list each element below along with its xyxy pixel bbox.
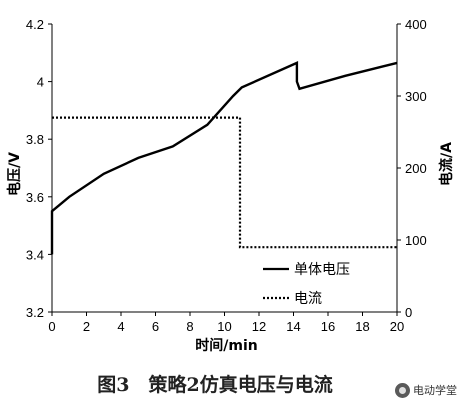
x-tick-label: 10 <box>217 319 231 334</box>
legend-label-voltage: 单体电压 <box>294 262 350 278</box>
y-axis-left-title: 电压/V <box>6 152 23 196</box>
x-tick-label: 12 <box>252 319 266 334</box>
x-tick-label: 20 <box>390 319 404 334</box>
x-tick-label: 6 <box>152 319 159 334</box>
y-left-tick-label: 3.2 <box>26 305 44 320</box>
x-tick-label: 16 <box>321 319 335 334</box>
wechat-logo-icon <box>395 382 410 398</box>
figure-caption: 图3 策略2仿真电压与电流 <box>97 374 333 396</box>
legend-label-current: 电流 <box>294 291 322 307</box>
y-right-tick-label: 100 <box>405 233 427 248</box>
x-axis-title: 时间/min <box>195 337 257 354</box>
chart: 0 2 4 6 8 10 12 14 16 18 20 3.2 3.4 3.6 3.8 4 4.2 0 100 200… <box>6 17 455 354</box>
series-line-voltage <box>50 61 398 255</box>
x-tick-label: 2 <box>83 319 90 334</box>
y-left-tick-label: 3.6 <box>26 190 44 205</box>
y-left-tick-label: 3.8 <box>26 132 44 147</box>
y-left-tick-label: 3.4 <box>26 247 44 262</box>
tick-labels: 0 2 4 6 8 10 12 14 16 18 20 3.2 3.4 3.6 3.8 4 4.2 0 100 200… <box>26 17 427 334</box>
legend: 单体电压 电流 <box>263 262 350 307</box>
y-right-tick-label: 300 <box>405 89 427 104</box>
y-left-tick-label: 4 <box>37 75 44 90</box>
axes <box>48 23 401 316</box>
y-axis-right-title: 电流/A <box>438 142 455 186</box>
y-right-tick-label: 400 <box>405 17 427 32</box>
x-tick-label: 14 <box>286 319 300 334</box>
series-layer <box>50 61 398 255</box>
x-tick-label: 8 <box>186 319 193 334</box>
y-left-tick-label: 4.2 <box>26 17 44 32</box>
watermark: 电动学堂 <box>395 382 457 398</box>
y-right-tick-label: 0 <box>405 305 412 320</box>
x-tick-label: 4 <box>117 319 124 334</box>
watermark-text: 电动学堂 <box>413 384 457 397</box>
y-right-tick-label: 200 <box>405 161 427 176</box>
x-tick-label: 18 <box>355 319 369 334</box>
x-tick-label: 0 <box>48 319 55 334</box>
series-line-current <box>52 116 397 249</box>
